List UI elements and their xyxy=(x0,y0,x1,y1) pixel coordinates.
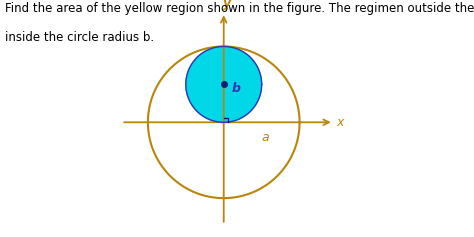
Text: inside the circle radius b.: inside the circle radius b. xyxy=(5,31,154,44)
Text: y: y xyxy=(223,0,231,10)
Text: a: a xyxy=(262,131,269,144)
Text: b: b xyxy=(231,82,240,95)
Text: Find the area of the yellow region shown in the figure. The regimen outside the : Find the area of the yellow region shown… xyxy=(5,2,474,15)
Text: x: x xyxy=(337,116,344,129)
Polygon shape xyxy=(186,46,262,122)
